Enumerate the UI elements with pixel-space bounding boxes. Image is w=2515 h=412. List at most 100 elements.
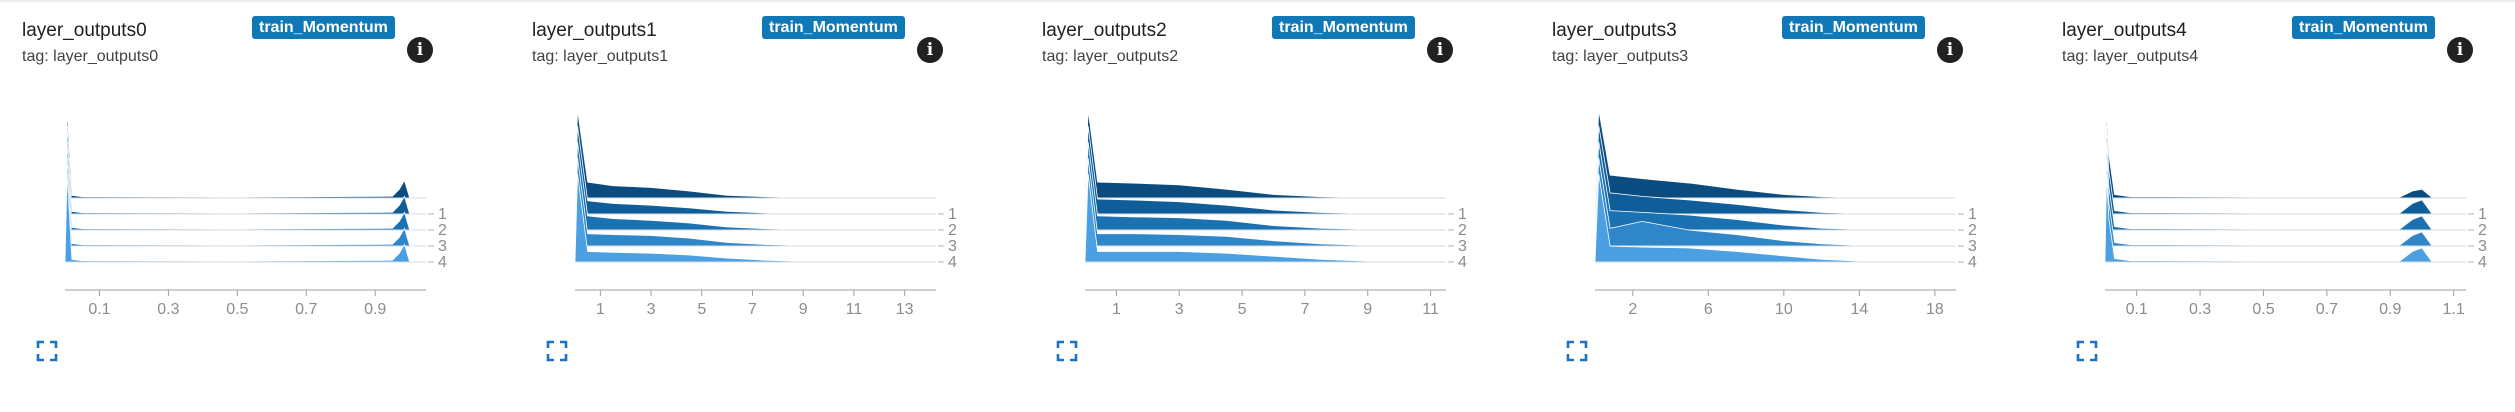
- step-label: 4: [438, 254, 447, 271]
- step-label: 1: [2478, 206, 2487, 223]
- card-tag: tag: layer_outputs0: [22, 48, 159, 65]
- x-tick-label: 0.3: [157, 301, 179, 318]
- histogram-ridge-1: [1084, 125, 1441, 215]
- x-tick-label: 0.3: [2189, 301, 2211, 318]
- run-badge: train_Momentum: [1782, 16, 1925, 39]
- step-label: 4: [948, 254, 957, 271]
- step-label: 2: [1458, 222, 1467, 239]
- card-title: layer_outputs4: [2062, 20, 2187, 41]
- histogram-ridge-3: [64, 157, 411, 247]
- histogram-ridge-3: [2104, 157, 2461, 247]
- card-title: layer_outputs0: [22, 20, 147, 41]
- x-tick-label: 0.7: [2316, 301, 2338, 318]
- step-label: 3: [1458, 238, 1467, 255]
- step-label: 4: [1968, 254, 1977, 271]
- expand-icon[interactable]: [2076, 340, 2098, 362]
- histogram-card-1: layer_outputs1 tag: layer_outputs1 train…: [510, 0, 1010, 412]
- card-tag: tag: layer_outputs1: [532, 48, 669, 65]
- x-tick-label: 10: [1775, 301, 1793, 318]
- histogram-ridge-0: [1594, 109, 1951, 199]
- step-label: 1: [948, 206, 957, 223]
- x-tick-label: 0.5: [2252, 301, 2274, 318]
- step-label: 1: [438, 206, 447, 223]
- run-badge: train_Momentum: [1272, 16, 1415, 39]
- x-tick-label: 0.5: [226, 301, 248, 318]
- x-tick-label: 0.1: [2126, 301, 2148, 318]
- histogram-ridge-4: [64, 173, 411, 263]
- info-icon[interactable]: i: [407, 37, 433, 63]
- histogram-ridge-4: [2104, 173, 2461, 263]
- x-tick-label: 18: [1926, 301, 1944, 318]
- run-badge: train_Momentum: [2292, 16, 2435, 39]
- step-label: 2: [438, 222, 447, 239]
- x-tick-label: 9: [1363, 301, 1372, 318]
- run-badge: train_Momentum: [762, 16, 905, 39]
- card-tag: tag: layer_outputs4: [2062, 48, 2199, 65]
- info-icon[interactable]: i: [917, 37, 943, 63]
- top-divider: [0, 0, 2515, 2]
- histogram-card-4: layer_outputs4 tag: layer_outputs4 train…: [2040, 0, 2515, 412]
- x-tick-label: 9: [799, 301, 808, 318]
- x-tick-label: 0.9: [364, 301, 386, 318]
- card-tag: tag: layer_outputs3: [1552, 48, 1689, 65]
- histogram-ridge-0: [1084, 109, 1441, 199]
- info-icon[interactable]: i: [2447, 37, 2473, 63]
- x-tick-label: 11: [1422, 301, 1439, 318]
- expand-icon[interactable]: [36, 340, 58, 362]
- x-tick-label: 3: [1175, 301, 1184, 318]
- histogram-ridge-1: [574, 125, 931, 215]
- x-tick-label: 0.1: [88, 301, 110, 318]
- x-tick-label: 14: [1850, 301, 1868, 318]
- step-label: 1: [1458, 206, 1467, 223]
- histogram-ridge-3: [574, 157, 931, 247]
- step-label: 2: [948, 222, 957, 239]
- info-icon[interactable]: i: [1427, 37, 1453, 63]
- x-tick-label: 3: [647, 301, 656, 318]
- x-tick-label: 5: [1238, 301, 1247, 318]
- x-tick-label: 7: [748, 301, 757, 318]
- run-badge: train_Momentum: [252, 16, 395, 39]
- histogram-ridge-1: [64, 125, 411, 215]
- card-tag: tag: layer_outputs2: [1042, 48, 1179, 65]
- histogram-ridge-1: [1594, 125, 1951, 215]
- card-title: layer_outputs3: [1552, 20, 1677, 41]
- step-label: 2: [1968, 222, 1977, 239]
- x-tick-label: 7: [1300, 301, 1309, 318]
- x-tick-label: 6: [1704, 301, 1713, 318]
- x-tick-label: 5: [697, 301, 706, 318]
- expand-icon[interactable]: [546, 340, 568, 362]
- x-tick-label: 0.7: [295, 301, 317, 318]
- x-tick-label: 2: [1628, 301, 1637, 318]
- expand-icon[interactable]: [1056, 340, 1078, 362]
- histogram-ridge-0: [2104, 109, 2461, 199]
- step-label: 1: [1968, 206, 1977, 223]
- histogram-ridge-0: [574, 109, 931, 199]
- step-label: 4: [2478, 254, 2487, 271]
- x-tick-label: 1: [1112, 301, 1121, 318]
- x-tick-label: 1.1: [2443, 301, 2465, 318]
- histogram-ridge-2: [64, 141, 411, 231]
- info-icon[interactable]: i: [1937, 37, 1963, 63]
- step-label: 3: [438, 238, 447, 255]
- histogram-ridge-2: [2104, 141, 2461, 231]
- step-label: 4: [1458, 254, 1467, 271]
- x-tick-label: 13: [896, 301, 914, 318]
- x-tick-label: 1: [596, 301, 605, 318]
- expand-icon[interactable]: [1566, 340, 1588, 362]
- step-label: 3: [948, 238, 957, 255]
- x-tick-label: 0.9: [2379, 301, 2401, 318]
- step-label: 3: [2478, 238, 2487, 255]
- histogram-card-3: layer_outputs3 tag: layer_outputs3 train…: [1530, 0, 2030, 412]
- histogram-card-2: layer_outputs2 tag: layer_outputs2 train…: [1020, 0, 1520, 412]
- histogram-ridge-1: [2104, 125, 2461, 215]
- step-label: 3: [1968, 238, 1977, 255]
- histogram-ridge-4: [1594, 173, 1951, 263]
- histogram-ridge-4: [1084, 173, 1441, 263]
- histogram-card-0: layer_outputs0 tag: layer_outputs0 train…: [0, 0, 500, 412]
- histogram-ridge-0: [64, 109, 411, 199]
